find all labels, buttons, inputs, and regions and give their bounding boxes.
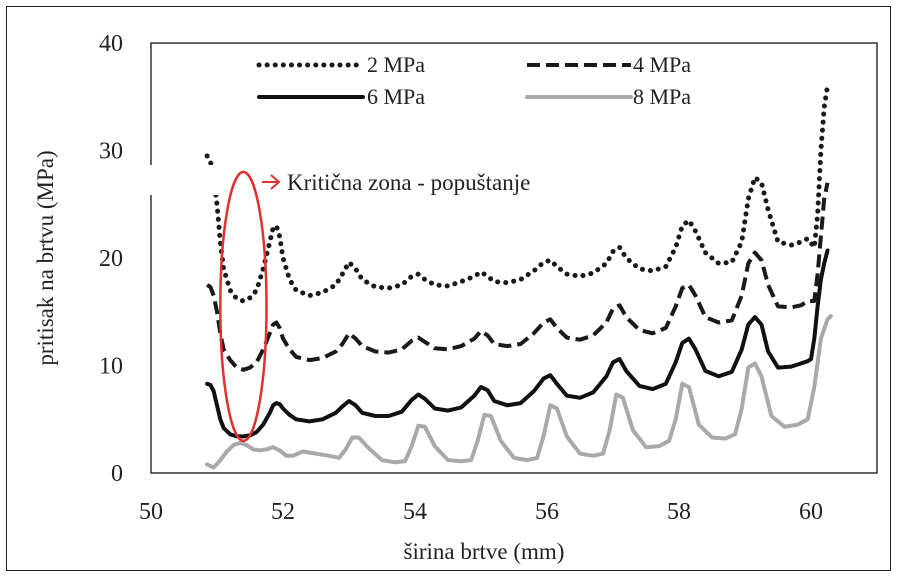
chart-svg: pritisak na brtvu (MPa) širina brtve (mm… <box>33 31 878 564</box>
y-axis-title: pritisak na brtvu (MPa) <box>33 150 58 365</box>
y-tick-label: 0 <box>111 461 123 487</box>
x-tick-label: 58 <box>667 499 691 525</box>
x-axis-ticks: 50 52 54 56 58 60 <box>139 499 823 525</box>
arrow-right-icon <box>262 174 281 190</box>
x-tick-label: 60 <box>799 499 823 525</box>
legend-label: 8 MPa <box>633 84 691 109</box>
legend-label: 4 MPa <box>633 52 691 77</box>
x-tick-label: 52 <box>271 499 295 525</box>
series-line-6-mpa <box>205 248 830 439</box>
series-group <box>204 83 833 470</box>
x-tick-label: 54 <box>403 499 427 525</box>
legend: 2 MPa 4 MPa 6 MPa 8 MPa <box>256 52 691 109</box>
series-line-8-mpa <box>205 314 833 470</box>
y-tick-label: 10 <box>99 354 123 380</box>
y-tick-label: 40 <box>99 31 123 57</box>
y-axis-ticks: 0 10 20 30 40 <box>99 31 123 487</box>
series-line-2-mpa <box>204 83 830 304</box>
annotation-background <box>145 165 290 195</box>
legend-label: 6 MPa <box>367 84 425 109</box>
annotation: Kritična zona - popuštanje <box>219 170 530 442</box>
y-tick-label: 20 <box>99 246 123 272</box>
plot-area <box>150 42 878 474</box>
annotation-label: Kritična zona - popuštanje <box>287 170 530 195</box>
arrow-head <box>270 174 281 190</box>
y-tick-label: 30 <box>99 139 123 165</box>
legend-label: 2 MPa <box>367 52 425 77</box>
x-tick-label: 50 <box>139 499 163 525</box>
x-axis-title: širina brtve (mm) <box>404 539 565 564</box>
series-line-4-mpa <box>206 182 830 372</box>
critical-zone-ellipse <box>219 170 268 442</box>
chart-frame: pritisak na brtvu (MPa) širina brtve (mm… <box>6 6 891 571</box>
x-tick-label: 56 <box>535 499 559 525</box>
